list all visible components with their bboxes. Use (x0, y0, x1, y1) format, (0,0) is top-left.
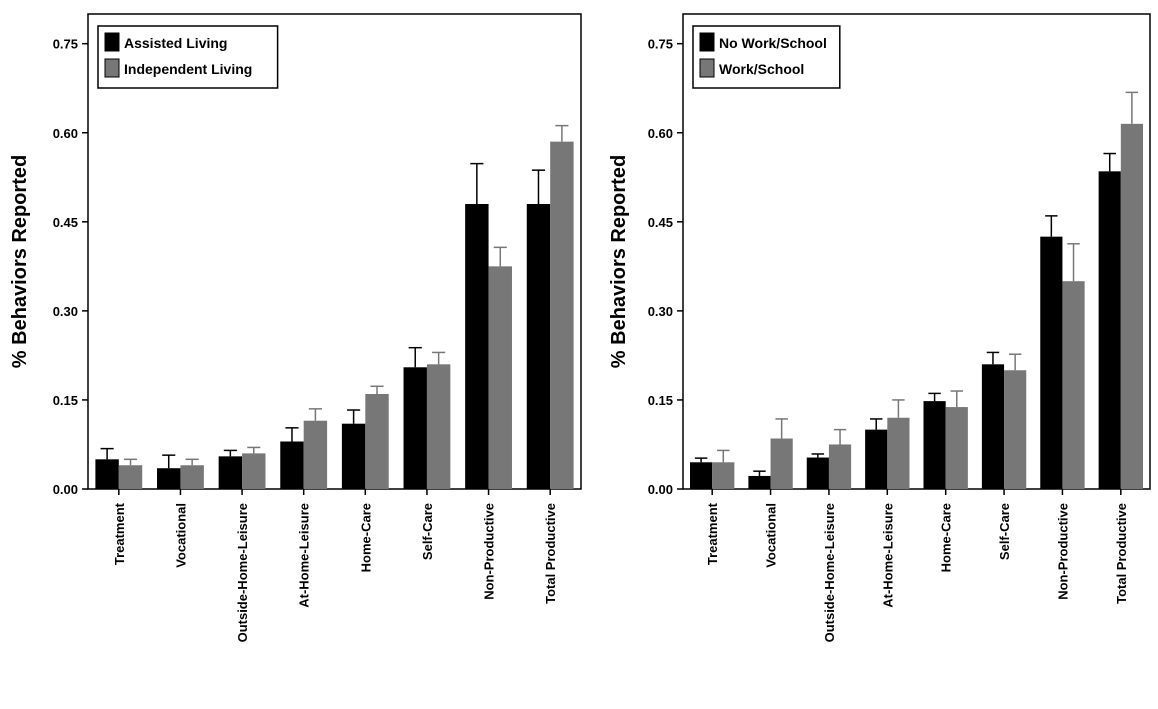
y-axis-label: % Behaviors Reported (608, 155, 630, 368)
y-tick-label: 0.30 (53, 304, 78, 319)
category-label: Treatment (112, 502, 127, 565)
y-tick-label: 0.30 (648, 304, 673, 319)
chart-panel-2: 0.00 0.15 0.30 0.45 0.60 0.75 % Behaviors Repo… (608, 13, 1151, 642)
y-tick-label: 0.60 (648, 126, 673, 141)
bar-gray (712, 462, 735, 489)
bar-gray (365, 394, 389, 489)
bar-gray (488, 266, 512, 489)
bar-gray (887, 417, 910, 489)
legend: Assisted Living Independent Living (97, 25, 279, 89)
bar-dark (748, 475, 771, 489)
y-tick-label: 0.00 (53, 482, 78, 497)
category-label: Outside-Home-Leisure (822, 503, 837, 642)
bar-gray (180, 465, 204, 489)
category-label: Non-Productive (1055, 503, 1070, 600)
bar-gray (426, 364, 451, 489)
bar-dark (923, 401, 946, 489)
bar-dark (280, 441, 304, 489)
category-label: At-Home-Leisure (880, 503, 895, 608)
y-tick-label: 0.45 (53, 215, 78, 230)
legend-box (97, 25, 279, 89)
plot-frame (87, 13, 582, 490)
bar-dark (218, 456, 243, 489)
bar-gray (118, 465, 143, 489)
category-label: Treatment (705, 502, 720, 565)
plot-frame (682, 13, 1151, 490)
legend-swatch (699, 32, 715, 52)
bar-gray (1062, 281, 1085, 489)
category-label: Home-Care (358, 503, 373, 572)
category-label: At-Home-Leisure (297, 503, 312, 608)
y-tick-label: 0.75 (53, 37, 78, 52)
bar-gray (770, 438, 793, 489)
bar-dark (1098, 171, 1121, 489)
legend-label: No Work/School (719, 35, 827, 51)
chart-panel-1: 0.00 0.15 0.30 0.45 0.60 0.75 % Behaviors Repo… (9, 13, 582, 642)
bar-gray (303, 420, 328, 489)
legend-label: Work/School (719, 61, 804, 77)
bar-dark (690, 462, 713, 489)
legend: No Work/School Work/School (692, 25, 841, 89)
bar-gray (1120, 123, 1143, 489)
y-tick-label: 0.75 (648, 37, 673, 52)
category-label: Vocational (173, 503, 188, 568)
y-tick-label: 0.15 (648, 393, 673, 408)
bar-gray (1004, 370, 1027, 489)
bar-dark (95, 459, 119, 489)
legend-swatch (699, 58, 715, 78)
category-label: Outside-Home-Leisure (235, 503, 250, 642)
legend-swatch (104, 58, 120, 78)
bar-dark (341, 423, 366, 489)
category-label: Self-Care (997, 503, 1012, 560)
y-tick-label: 0.60 (53, 126, 78, 141)
category-label: Vocational (764, 503, 779, 568)
legend-swatch (104, 32, 120, 52)
bar-gray (828, 444, 852, 489)
bar-gray (945, 407, 968, 489)
bar-dark (157, 468, 181, 489)
bar-gray (550, 141, 574, 489)
bar-dark (403, 367, 427, 489)
category-label: Total Productive (1114, 503, 1129, 604)
bar-gray (242, 453, 266, 489)
y-tick-label: 0.45 (648, 215, 673, 230)
category-label: Home-Care (939, 503, 954, 572)
y-tick-label: 0.15 (53, 393, 78, 408)
category-label: Self-Care (420, 503, 435, 560)
legend-label: Independent Living (124, 61, 252, 77)
bar-dark (865, 429, 888, 489)
category-label: Total Productive (543, 503, 558, 604)
bar-dark (1040, 236, 1063, 489)
bar-dark (981, 364, 1005, 489)
bar-dark (465, 204, 489, 489)
y-tick-label: 0.00 (648, 482, 673, 497)
bar-dark (526, 204, 551, 489)
y-axis-label: % Behaviors Reported (9, 155, 31, 368)
category-label: Non-Productive (482, 503, 497, 600)
bar-dark (806, 457, 829, 489)
legend-label: Assisted Living (124, 35, 227, 51)
legend-box (692, 25, 841, 89)
